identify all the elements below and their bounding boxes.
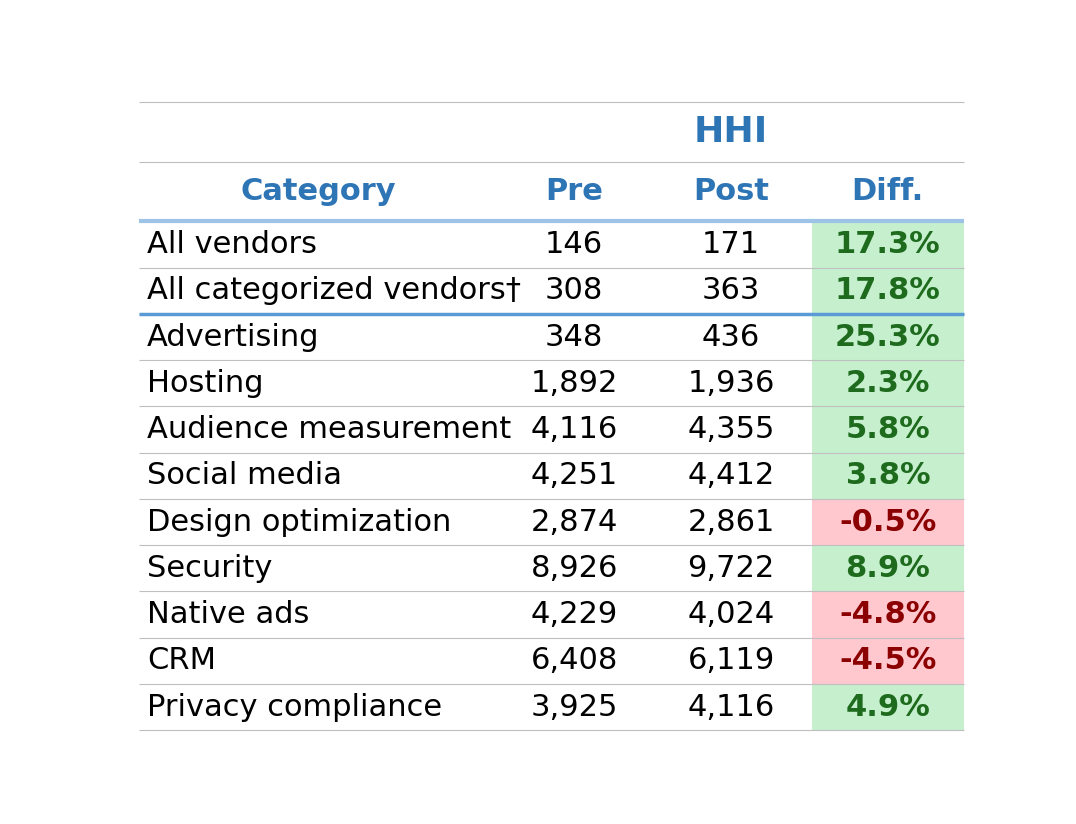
Bar bbox=[811, 545, 964, 592]
Text: Pre: Pre bbox=[546, 177, 603, 206]
Text: 4,251: 4,251 bbox=[530, 461, 618, 490]
Text: 6,408: 6,408 bbox=[530, 646, 618, 676]
Bar bbox=[811, 638, 964, 684]
Bar bbox=[811, 684, 964, 730]
Text: 436: 436 bbox=[702, 322, 760, 352]
Text: -0.5%: -0.5% bbox=[839, 508, 936, 536]
Text: 2,861: 2,861 bbox=[688, 508, 775, 536]
Text: 363: 363 bbox=[702, 276, 761, 305]
Text: 4,116: 4,116 bbox=[688, 692, 775, 722]
Text: 8,926: 8,926 bbox=[530, 554, 618, 583]
Bar bbox=[811, 452, 964, 499]
Text: 308: 308 bbox=[544, 276, 604, 305]
Text: 8.9%: 8.9% bbox=[846, 554, 931, 583]
Text: Native ads: Native ads bbox=[147, 600, 309, 629]
Text: 9,722: 9,722 bbox=[688, 554, 775, 583]
Text: Diff.: Diff. bbox=[852, 177, 924, 206]
Text: HHI: HHI bbox=[694, 115, 768, 149]
Bar bbox=[139, 406, 964, 452]
Text: Social media: Social media bbox=[147, 461, 342, 490]
Bar bbox=[139, 592, 964, 638]
Bar bbox=[139, 360, 964, 406]
Text: 4,024: 4,024 bbox=[688, 600, 775, 629]
Text: 25.3%: 25.3% bbox=[835, 322, 940, 352]
Bar bbox=[811, 222, 964, 268]
Text: 3.8%: 3.8% bbox=[846, 461, 930, 490]
Bar bbox=[811, 314, 964, 360]
Bar bbox=[811, 268, 964, 314]
Text: 4.9%: 4.9% bbox=[846, 692, 931, 722]
Bar bbox=[139, 684, 964, 730]
Text: 3,925: 3,925 bbox=[530, 692, 618, 722]
Bar bbox=[139, 102, 964, 162]
Text: 2.3%: 2.3% bbox=[846, 369, 930, 398]
Text: Category: Category bbox=[240, 177, 396, 206]
Text: CRM: CRM bbox=[147, 646, 216, 676]
Text: -4.5%: -4.5% bbox=[839, 646, 936, 676]
Text: 2,874: 2,874 bbox=[530, 508, 618, 536]
Text: 348: 348 bbox=[544, 322, 604, 352]
Text: Advertising: Advertising bbox=[147, 322, 320, 352]
Bar bbox=[139, 638, 964, 684]
Bar bbox=[139, 268, 964, 314]
Text: 171: 171 bbox=[702, 230, 760, 259]
Text: Post: Post bbox=[693, 177, 769, 206]
Bar bbox=[139, 545, 964, 592]
Text: Security: Security bbox=[147, 554, 272, 583]
Bar bbox=[811, 499, 964, 545]
Text: 4,116: 4,116 bbox=[530, 415, 618, 444]
Text: Audience measurement: Audience measurement bbox=[147, 415, 511, 444]
Bar bbox=[139, 499, 964, 545]
Bar bbox=[139, 162, 964, 222]
Text: 4,412: 4,412 bbox=[688, 461, 775, 490]
Text: Hosting: Hosting bbox=[147, 369, 264, 398]
Text: All vendors: All vendors bbox=[147, 230, 317, 259]
Text: 17.8%: 17.8% bbox=[835, 276, 940, 305]
Text: 1,892: 1,892 bbox=[530, 369, 618, 398]
Bar bbox=[139, 314, 964, 360]
Bar bbox=[139, 452, 964, 499]
Text: 4,229: 4,229 bbox=[530, 600, 618, 629]
Text: 6,119: 6,119 bbox=[688, 646, 775, 676]
Text: All categorized vendors†: All categorized vendors† bbox=[147, 276, 521, 305]
Bar bbox=[811, 406, 964, 452]
Text: 4,355: 4,355 bbox=[688, 415, 775, 444]
Text: Design optimization: Design optimization bbox=[147, 508, 451, 536]
Bar bbox=[139, 222, 964, 268]
Text: 1,936: 1,936 bbox=[688, 369, 775, 398]
Bar bbox=[811, 360, 964, 406]
Text: 17.3%: 17.3% bbox=[835, 230, 940, 259]
Text: 146: 146 bbox=[546, 230, 604, 259]
Text: 5.8%: 5.8% bbox=[846, 415, 931, 444]
Text: Privacy compliance: Privacy compliance bbox=[147, 692, 442, 722]
Bar bbox=[811, 592, 964, 638]
Text: -4.8%: -4.8% bbox=[839, 600, 936, 629]
